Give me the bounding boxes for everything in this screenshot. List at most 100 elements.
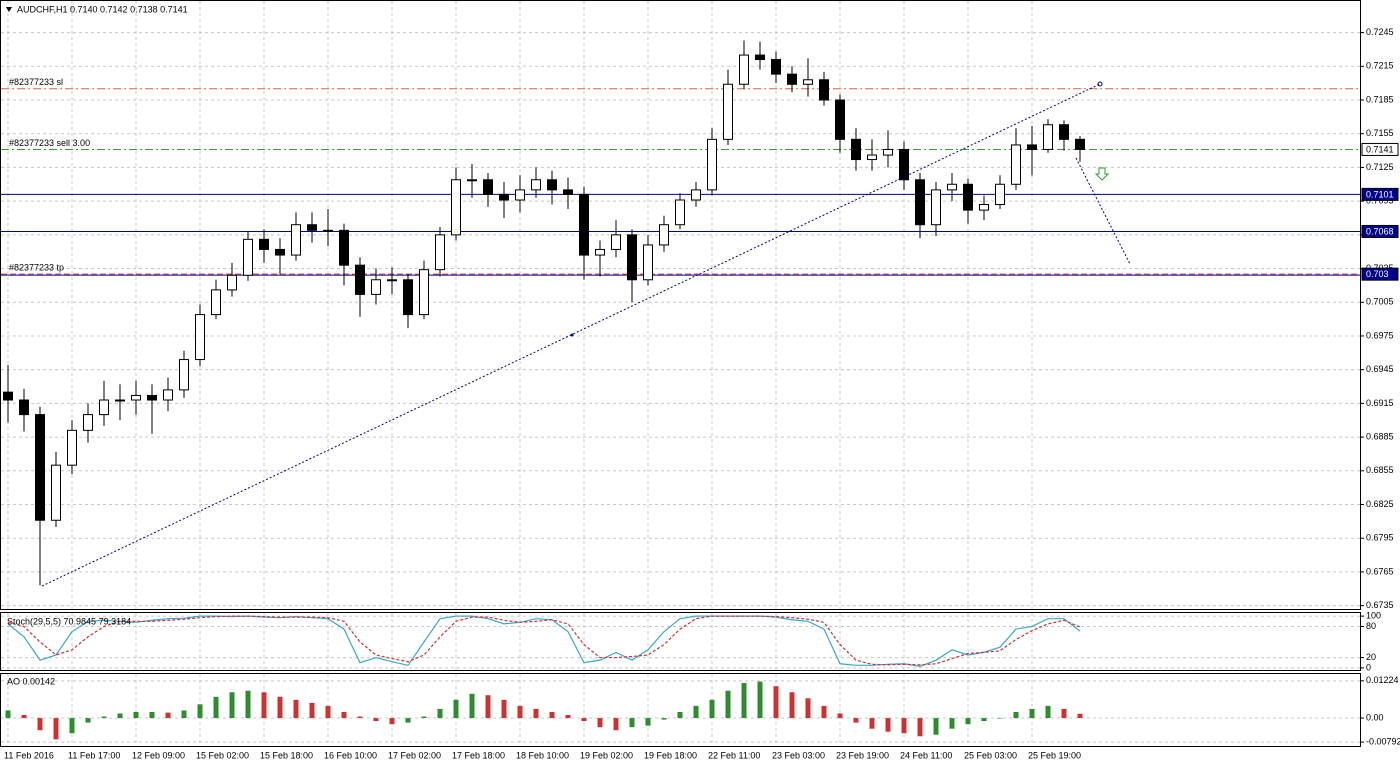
y-tick-label: 0 [1366, 662, 1371, 672]
ao-bar [757, 681, 763, 719]
x-tick-label: 23 Feb 19:00 [836, 750, 889, 760]
candle-body [867, 154, 877, 161]
ao-bar [85, 718, 91, 723]
ao-bar [853, 718, 859, 723]
ao-bar [1029, 708, 1035, 719]
ao-bar [773, 686, 779, 719]
chart-title: AUDCHF,H1 0.7140 0.7142 0.7138 0.7141 [17, 4, 188, 14]
ao-bar [21, 715, 27, 719]
candle-body [83, 414, 93, 431]
x-tick-label: 22 Feb 11:00 [708, 750, 760, 760]
symbol-menu-icon[interactable] [6, 7, 12, 12]
ao-bar [677, 711, 683, 719]
ao-title: AO 0.00142 [7, 676, 55, 686]
candle-body [819, 79, 829, 101]
x-tick-label: 17 Feb 18:00 [452, 750, 505, 760]
y-tick-label: 0.7215 [1366, 61, 1394, 71]
trend-handle [1097, 81, 1103, 87]
ao-bar [613, 718, 619, 731]
candle-body [403, 279, 413, 316]
candle-body [723, 83, 733, 140]
marks-layer [3, 40, 1085, 740]
ao-bar [901, 718, 907, 734]
candle-body [275, 248, 285, 256]
candle-body [1027, 144, 1037, 150]
candle-body [179, 359, 189, 391]
ao-bar [997, 718, 1003, 719]
labels-layer: 0.72450.72150.71850.71550.71250.70950.70… [4, 27, 1400, 760]
ao-bar [597, 718, 603, 728]
candle-body [899, 148, 909, 181]
x-tick-label: 17 Feb 02:00 [388, 750, 441, 760]
ao-bar [565, 715, 571, 719]
level-name: #82377233 tp [9, 263, 64, 273]
ao-bar [1013, 711, 1019, 719]
ao-frame [0, 673, 1361, 747]
ao-bar [933, 718, 939, 735]
ao-bar [213, 696, 219, 719]
candle-body [675, 199, 685, 226]
candle-body [195, 314, 205, 361]
ao-bar [37, 718, 43, 731]
stoch-title: Stoch(29,5,5) 70.9845 79.3184 [7, 616, 131, 626]
candle-body [355, 264, 365, 295]
candle-body [547, 179, 557, 191]
ao-bar [629, 718, 635, 728]
x-tick-label: 25 Feb 19:00 [1028, 750, 1081, 760]
candle-body [611, 234, 621, 250]
ao-bar [309, 702, 315, 719]
x-tick-label: 16 Feb 10:00 [324, 750, 377, 760]
ao-bar [421, 716, 427, 719]
y-tick-label: 0.00 [1366, 712, 1384, 722]
x-tick-label: 25 Feb 03:00 [964, 750, 1017, 760]
ao-bar [405, 718, 411, 723]
grid-layer [1, 1, 1364, 746]
y-tick-label: 20 [1366, 652, 1376, 662]
candle-body [771, 59, 781, 75]
ao-bar [229, 692, 235, 719]
price-box [1361, 267, 1399, 281]
ao-bar [965, 718, 971, 725]
ao-bar [1061, 708, 1067, 719]
candle-body [627, 234, 637, 281]
y-tick-label: 0.6735 [1366, 600, 1394, 610]
y-tick-label: 0.7005 [1366, 297, 1394, 307]
candle-body [1043, 124, 1053, 150]
candle-body [931, 189, 941, 226]
trend-handle [570, 333, 574, 337]
candle-body [371, 279, 381, 295]
candle-body [739, 54, 749, 85]
y-tick-label: 0.01224 [1366, 675, 1399, 685]
candle-body [259, 238, 269, 250]
candle-body [643, 244, 653, 281]
y-tick-label: 80 [1366, 621, 1376, 631]
candle-body [35, 414, 45, 521]
ao-bar [117, 713, 123, 719]
ao-bar [149, 711, 155, 719]
candle-body [691, 189, 701, 201]
x-tick-label: 19 Feb 02:00 [580, 750, 633, 760]
ao-bar [741, 683, 747, 719]
ao-bar [197, 704, 203, 719]
y-tick-label: -0.00792 [1366, 736, 1400, 746]
candle-body [323, 229, 333, 232]
ao-bar [949, 718, 955, 729]
ao-bar [725, 690, 731, 719]
x-tick-label: 15 Feb 18:00 [260, 750, 313, 760]
candle-body [483, 179, 493, 195]
candle-body [531, 179, 541, 191]
price-box-label: 0.7141 [1366, 144, 1394, 154]
candle-body [787, 73, 797, 85]
candle-body [163, 389, 173, 401]
stoch-line [7, 615, 1081, 667]
candle-body [707, 138, 717, 191]
candle-body [563, 189, 573, 195]
candle-body [595, 248, 605, 256]
candle-body [947, 183, 957, 191]
price-box [1361, 224, 1399, 238]
ao-bar [437, 708, 443, 719]
ao-bar [245, 690, 251, 719]
ao-bar [373, 718, 379, 722]
ao-bar [533, 708, 539, 719]
